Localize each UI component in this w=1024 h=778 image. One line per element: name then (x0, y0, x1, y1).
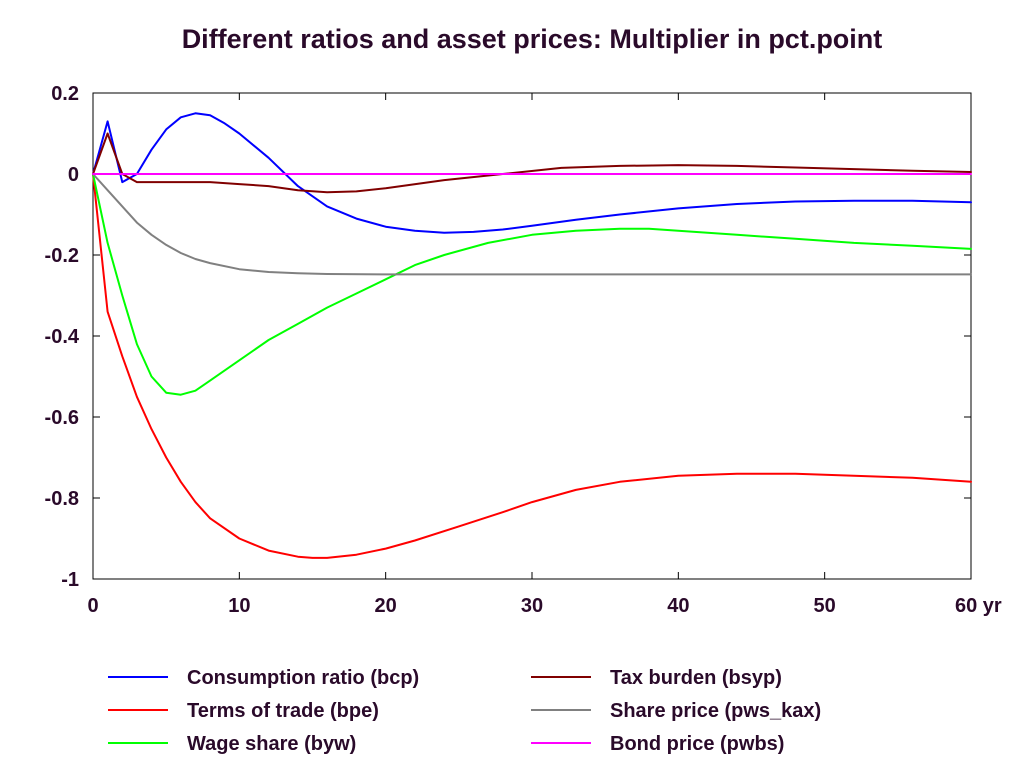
y-tick-label: 0.2 (51, 83, 79, 105)
y-tick-label: 0 (68, 164, 79, 186)
x-tick-label: 30 (521, 595, 543, 617)
y-axis: 0.2 0 -0.2 -0.4 -0.6 -0.8 -1 (45, 83, 971, 591)
legend-label-tax-burden-bsyp: Tax burden (bsyp) (610, 667, 782, 689)
plot-frame (92, 92, 972, 580)
x-tick-label: 50 (814, 595, 836, 617)
y-tick-label: -1 (61, 569, 79, 591)
y-tick-label: -0.2 (45, 245, 79, 267)
chart-title: Different ratios and asset prices: Multi… (182, 24, 883, 54)
series-line-share-price-pws-kax (92, 173, 972, 276)
x-tick-label: 20 (375, 595, 397, 617)
series-line-wage-share-byw (92, 173, 972, 396)
series-line-tax-burden-bsyp (92, 132, 972, 194)
x-tick-label: 60 yr (955, 595, 1002, 617)
x-tick-label: 10 (228, 595, 250, 617)
legend: Consumption ratio (bcp) Terms of trade (b… (108, 667, 821, 755)
legend-label-wage-share-byw: Wage share (byw) (187, 733, 356, 755)
legend-label-bond-price-pwbs: Bond price (pwbs) (610, 733, 784, 755)
y-tick-label: -0.8 (45, 488, 79, 510)
x-axis: 0 10 20 30 40 50 60 yr (87, 93, 1002, 617)
plot-area-border (92, 92, 972, 580)
series-lines (92, 112, 972, 559)
y-tick-label: -0.6 (45, 407, 79, 429)
x-tick-label: 40 (667, 595, 689, 617)
x-tick-label: 0 (87, 595, 98, 617)
legend-label-share-price-pws-kax: Share price (pws_kax) (610, 700, 821, 722)
y-tick-label: -0.4 (45, 326, 80, 348)
series-line-consumption-ratio-bcp (92, 112, 972, 234)
legend-label-consumption-ratio-bcp: Consumption ratio (bcp) (187, 667, 419, 689)
series-line-terms-of-trade-bpe (92, 173, 972, 559)
legend-label-terms-of-trade-bpe: Terms of trade (bpe) (187, 700, 379, 722)
